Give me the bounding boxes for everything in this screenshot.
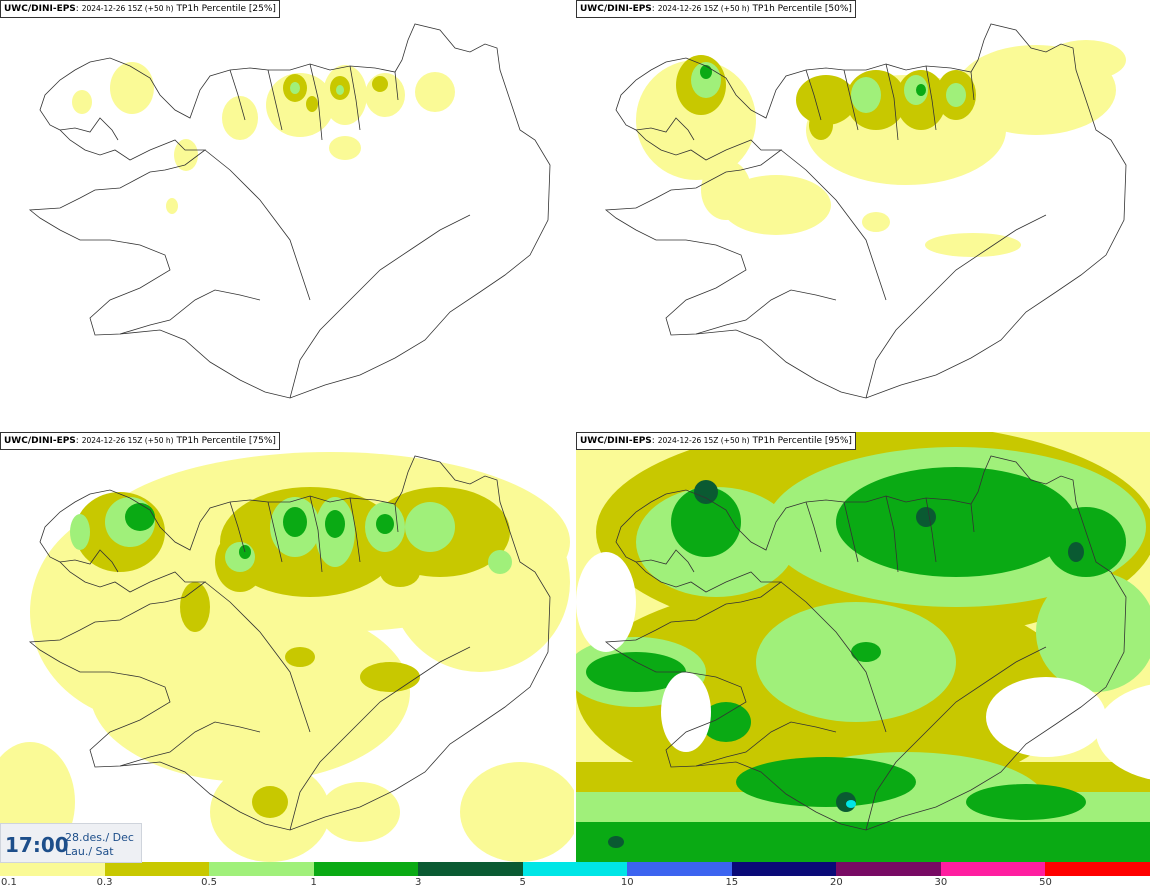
legend-tick-label: 30 — [934, 877, 948, 888]
precip-map — [28, 23, 551, 399]
map-panel-p50: UWC/DINI-EPS: 2024-12-26 15Z (+50 h) TP1… — [576, 0, 1150, 430]
model-name: UWC/DINI-EPS — [580, 4, 652, 14]
valid-time-date: 28.des./ Dec — [65, 831, 134, 844]
model-name: UWC/DINI-EPS — [4, 4, 76, 14]
run-time: 2024-12-26 15Z (+50 h) — [81, 436, 174, 445]
valid-time-clock: 17:00 — [5, 833, 69, 857]
run-time: 2024-12-26 15Z (+50 h) — [657, 436, 750, 445]
field-name: TP1h Percentile [95%] — [752, 436, 852, 446]
legend-swatch — [104, 862, 211, 876]
map-panel-p95: UWC/DINI-EPS: 2024-12-26 15Z (+50 h) TP1… — [576, 432, 1150, 862]
legend-swatch — [522, 862, 629, 876]
panel-title: UWC/DINI-EPS: 2024-12-26 15Z (+50 h) TP1… — [0, 0, 280, 18]
field-name: TP1h Percentile [25%] — [176, 4, 276, 14]
precip-map — [604, 23, 1127, 399]
model-name: UWC/DINI-EPS — [580, 436, 652, 446]
panel-title: UWC/DINI-EPS: 2024-12-26 15Z (+50 h) TP1… — [576, 432, 856, 450]
valid-time-box: 17:00 28.des./ Dec Lau./ Sat — [0, 823, 142, 863]
legend-tick-label: 15 — [725, 877, 739, 888]
legend-tick-label: 3 — [414, 877, 422, 888]
legend-swatch — [209, 862, 315, 876]
legend-tick-label: 0.5 — [201, 877, 218, 888]
precip-field — [0, 452, 574, 862]
field-name: TP1h Percentile [75%] — [176, 436, 276, 446]
legend-tick-label: 50 — [1039, 877, 1052, 888]
panel-title: UWC/DINI-EPS: 2024-12-26 15Z (+50 h) TP1… — [0, 432, 280, 450]
precip-field — [72, 62, 455, 214]
legend-swatch — [418, 862, 524, 876]
legend-tick-label: 10 — [620, 877, 634, 888]
legend-swatch — [836, 862, 942, 876]
run-time: 2024-12-26 15Z (+50 h) — [81, 4, 174, 13]
run-time: 2024-12-26 15Z (+50 h) — [657, 4, 750, 13]
legend-swatch — [627, 862, 733, 876]
legend-tick-label: 0.1 — [1, 877, 17, 888]
panel-title: UWC/DINI-EPS: 2024-12-26 15Z (+50 h) TP1… — [576, 0, 856, 18]
precip-field — [636, 40, 1126, 257]
precip-field — [576, 432, 1150, 862]
precip-map — [576, 432, 1150, 862]
legend-swatch — [731, 862, 838, 876]
legend-swatch — [1045, 862, 1150, 876]
legend-tick-label: 20 — [829, 877, 843, 888]
valid-time-day: Lau./ Sat — [65, 845, 114, 858]
legend-swatch — [0, 862, 106, 876]
coastline — [604, 455, 1127, 831]
coastline — [28, 455, 551, 831]
legend-swatch — [313, 862, 420, 876]
precip-map — [0, 452, 574, 862]
field-name: TP1h Percentile [50%] — [752, 4, 852, 14]
map-panel-p25: UWC/DINI-EPS: 2024-12-26 15Z (+50 h) TP1… — [0, 0, 574, 430]
legend-tick-label: 5 — [519, 877, 526, 888]
model-name: UWC/DINI-EPS — [4, 436, 76, 446]
color-scale-legend: 0.1 0.3 0.5 1 3 5 10 15 20 30 50 — [0, 862, 1150, 891]
legend-tick-label: 1 — [310, 877, 317, 888]
coastline — [604, 23, 1127, 399]
map-panel-p75: UWC/DINI-EPS: 2024-12-26 15Z (+50 h) TP1… — [0, 432, 574, 862]
coastline — [28, 23, 551, 399]
legend-swatch — [940, 862, 1047, 876]
legend-tick-label: 0.3 — [96, 877, 113, 888]
